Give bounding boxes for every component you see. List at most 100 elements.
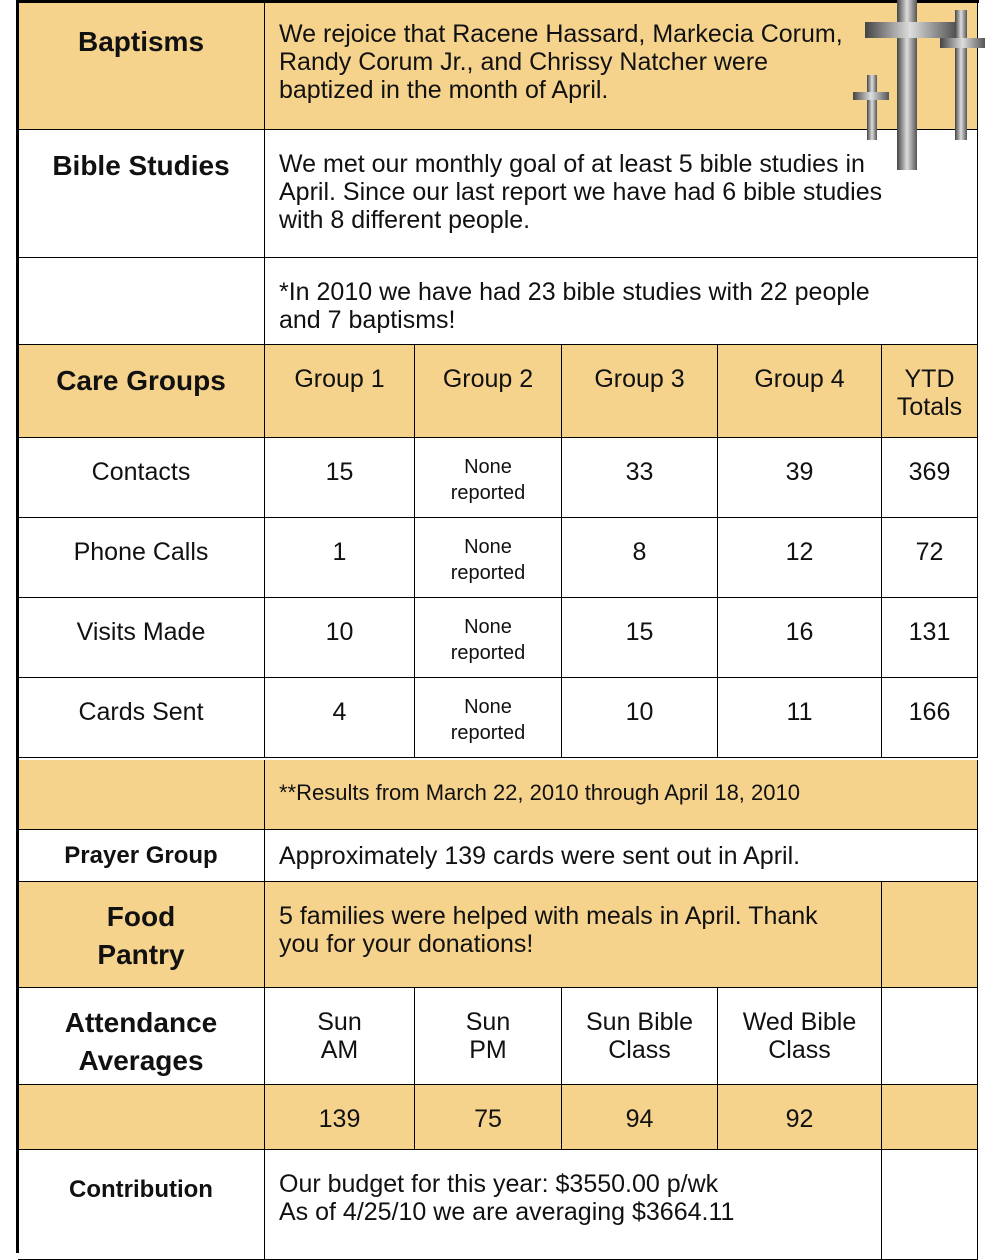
value-cell: 369	[882, 438, 978, 518]
value-cell-text: 8	[562, 538, 717, 566]
section-label-text: Attendance Averages	[18, 1004, 264, 1080]
row-label-text: Visits Made	[18, 618, 264, 646]
column-header-text: Sun AM	[300, 1008, 380, 1064]
column-header: Group 4	[718, 345, 882, 438]
value-cell: None reported	[415, 438, 562, 518]
empty-cell	[18, 258, 265, 345]
value-cell: 8	[562, 518, 718, 598]
row-label-text: Phone Calls	[18, 538, 264, 566]
empty-cell	[882, 1150, 978, 1260]
section-text: 5 families were helped with meals in Apr…	[265, 882, 882, 988]
value-cell-text: 139	[265, 1105, 414, 1133]
section-label-text: Bible Studies	[18, 150, 264, 182]
column-header: Wed Bible Class	[718, 988, 882, 1085]
value-cell-text: 131	[882, 618, 977, 646]
section-text-text: Approximately 139 cards were sent out in…	[279, 842, 967, 870]
column-header: Group 2	[415, 345, 562, 438]
value-cell: 10	[265, 598, 415, 678]
text-line: Our budget for this year: $3550.00 p/wk	[279, 1170, 871, 1198]
column-header-text: YTD Totals	[895, 365, 965, 421]
value-cell: 15	[562, 598, 718, 678]
row-label: Contacts	[18, 438, 265, 518]
section-text-text: 5 families were helped with meals in Apr…	[279, 902, 839, 958]
section-label-text: Food Pantry	[81, 898, 201, 974]
empty-cell	[882, 882, 978, 988]
column-header-text: Group 2	[415, 365, 561, 393]
value-cell-text: 1	[265, 538, 414, 566]
column-header-text: Sun Bible Class	[570, 1008, 710, 1064]
value-cell: 92	[718, 1085, 882, 1150]
value-cell: 75	[415, 1085, 562, 1150]
value-cell: None reported	[415, 678, 562, 758]
value-cell-text: 12	[718, 538, 881, 566]
value-cell-text: None reported	[443, 694, 533, 746]
column-header-text: Sun PM	[448, 1008, 528, 1064]
section-text-text: We rejoice that Racene Hassard, Markecia…	[279, 20, 859, 104]
empty-cell	[882, 988, 978, 1085]
value-cell: 33	[562, 438, 718, 518]
column-header: Sun AM	[265, 988, 415, 1085]
value-cell: None reported	[415, 598, 562, 678]
value-cell-text: None reported	[443, 534, 533, 586]
value-cell-text: 15	[562, 618, 717, 646]
section-label: Care Groups	[18, 345, 265, 438]
column-header: Group 3	[562, 345, 718, 438]
section-label: Food Pantry	[18, 882, 265, 988]
value-cell-text: 4	[265, 698, 414, 726]
value-cell: 15	[265, 438, 415, 518]
section-label-text: Care Groups	[18, 365, 264, 397]
value-cell: 94	[562, 1085, 718, 1150]
column-header: YTD Totals	[882, 345, 978, 438]
value-cell: None reported	[415, 518, 562, 598]
section-label-text: Prayer Group	[18, 840, 264, 872]
section-label: Bible Studies	[18, 130, 265, 258]
value-cell-text: 11	[718, 698, 881, 726]
value-cell: 1	[265, 518, 415, 598]
note: *In 2010 we have had 23 bible studies wi…	[265, 258, 978, 345]
value-cell: 12	[718, 518, 882, 598]
section-text: Approximately 139 cards were sent out in…	[265, 830, 978, 882]
row-label: Visits Made	[18, 598, 265, 678]
page: BaptismsWe rejoice that Racene Hassard, …	[0, 0, 993, 1253]
value-cell: 131	[882, 598, 978, 678]
section-label: Contribution	[18, 1150, 265, 1260]
column-header-text: Group 1	[265, 365, 414, 393]
note-text: **Results from March 22, 2010 through Ap…	[279, 780, 967, 806]
value-cell-text: 75	[415, 1105, 561, 1133]
value-cell-text: 92	[718, 1105, 881, 1133]
cross-image	[845, 0, 985, 170]
note: **Results from March 22, 2010 through Ap…	[265, 760, 978, 830]
value-cell: 4	[265, 678, 415, 758]
row-label-text: Contacts	[18, 458, 264, 486]
row-label: Cards Sent	[18, 678, 265, 758]
value-cell-text: None reported	[443, 454, 533, 506]
empty-cell	[882, 1085, 978, 1150]
row-label: Phone Calls	[18, 518, 265, 598]
section-label: Attendance Averages	[18, 988, 265, 1085]
value-cell-text: 369	[882, 458, 977, 486]
section-text-text: We met our monthly goal of at least 5 bi…	[279, 150, 919, 234]
value-cell-text: 72	[882, 538, 977, 566]
column-header: Sun PM	[415, 988, 562, 1085]
column-header: Group 1	[265, 345, 415, 438]
row-label-text: Cards Sent	[18, 698, 264, 726]
value-cell-text: 16	[718, 618, 881, 646]
value-cell: 166	[882, 678, 978, 758]
value-cell-text: 39	[718, 458, 881, 486]
value-cell: 16	[718, 598, 882, 678]
column-header-text: Group 3	[562, 365, 717, 393]
column-header: Sun Bible Class	[562, 988, 718, 1085]
value-cell-text: 166	[882, 698, 977, 726]
value-cell: 39	[718, 438, 882, 518]
section-label: Baptisms	[18, 0, 265, 130]
value-cell: 139	[265, 1085, 415, 1150]
section-label-text: Contribution	[18, 1174, 264, 1206]
section-label: Prayer Group	[18, 830, 265, 882]
text-line: As of 4/25/10 we are averaging $3664.11	[279, 1198, 871, 1226]
note-text: *In 2010 we have had 23 bible studies wi…	[279, 278, 899, 334]
empty-cell	[18, 760, 265, 830]
value-cell-text: 33	[562, 458, 717, 486]
value-cell-text: 10	[265, 618, 414, 646]
value-cell: 11	[718, 678, 882, 758]
